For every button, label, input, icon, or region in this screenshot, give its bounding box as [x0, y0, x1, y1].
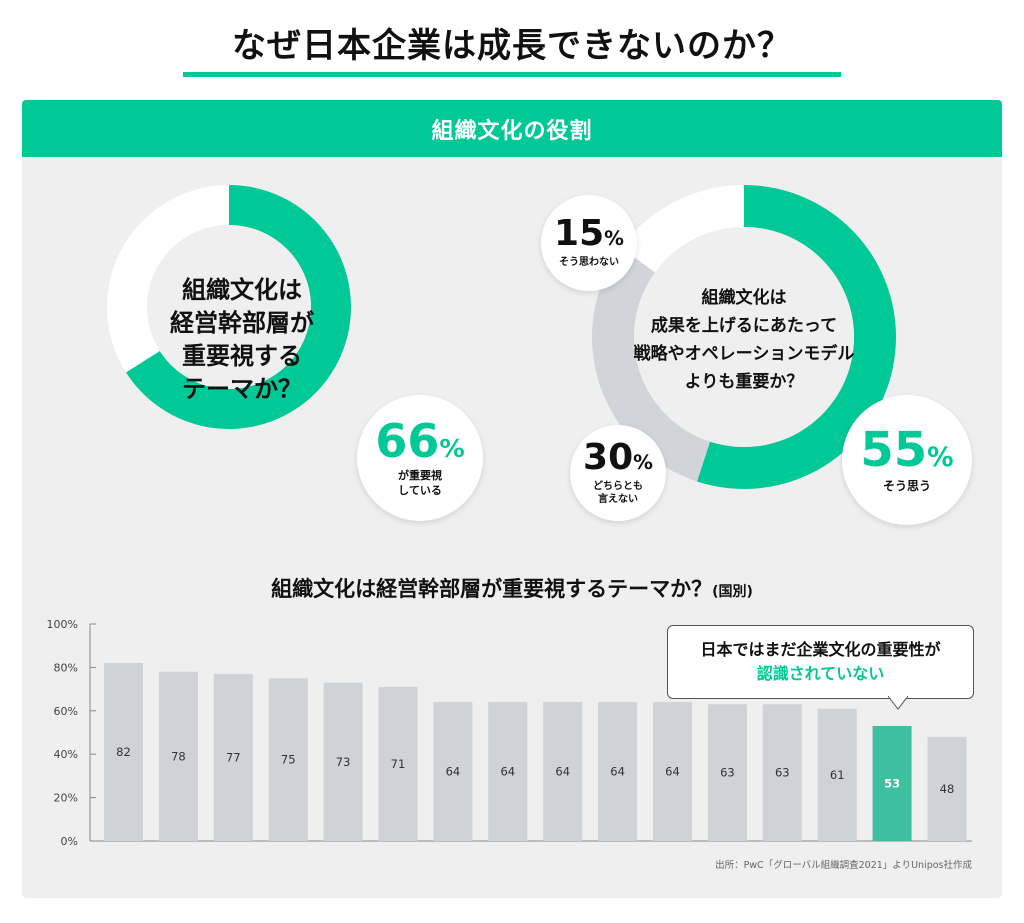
callout-line-1: 日本ではまだ企業文化の重要性が	[700, 640, 941, 659]
bar-value-label: 64	[665, 765, 680, 779]
donut-right-line: 戦略やオペレーションモデル	[633, 344, 855, 364]
donut-left-line: テーマか？	[182, 375, 302, 404]
bar-value-label: 64	[555, 765, 570, 779]
callout-pointer	[888, 696, 908, 710]
donut-right-hole	[634, 227, 854, 447]
donut-right-slice-agree	[697, 185, 896, 489]
bar	[543, 702, 583, 841]
donut-left-line: 重要視する	[182, 342, 302, 370]
donut-left-line: 組織文化は	[182, 275, 302, 304]
culture-panel: 組織文化の役割 組織文化は 経営幹部層が 重要視する テーマか？ 66% が重要…	[22, 100, 1002, 898]
bar	[104, 663, 143, 841]
pct-label: 30%	[583, 437, 653, 478]
bubble-15-percent: 15% そう思わない	[541, 195, 637, 291]
page-title: なぜ日本企業は成長できないのか？	[232, 26, 792, 66]
bar-value-label: 78	[171, 749, 186, 763]
bar	[433, 702, 473, 841]
bar-japan	[872, 725, 912, 841]
callout-line-2: 認識されていない	[756, 664, 885, 683]
donut-right-slice-neutral	[592, 247, 711, 482]
bubble-55-percent: 55% そう思う	[842, 395, 972, 525]
bubble-caption: そう思う	[882, 478, 931, 493]
bar-value-label: 71	[391, 757, 406, 771]
donut-left-slice-yes	[125, 185, 351, 429]
bar-value-label: 53	[884, 776, 900, 790]
donut-chart-right	[592, 185, 896, 489]
bar-value-label: 63	[775, 766, 790, 780]
bar-value-label: 61	[830, 768, 845, 782]
japan-callout: 日本ではまだ企業文化の重要性が 認識されていない	[667, 625, 974, 699]
donut-left-question: 組織文化は 経営幹部層が 重要視する テーマか？	[157, 265, 327, 415]
bar	[762, 704, 802, 841]
donut-right-slice-disagree	[621, 185, 744, 273]
y-tick-label: 100%	[47, 618, 78, 631]
pct-label: 15%	[554, 213, 624, 254]
bubble-caption: そう思わない	[559, 257, 619, 268]
bar	[707, 704, 747, 841]
pct-label: 55%	[860, 421, 954, 478]
bar	[268, 678, 308, 841]
donut-right-line: 組織文化は	[701, 287, 787, 308]
bar	[817, 708, 857, 841]
donut-right-line: 成果を上げるにあたって	[650, 315, 838, 336]
y-tick-label: 40%	[54, 748, 78, 761]
donut-left-line: 経営幹部層が	[170, 308, 314, 337]
bar-value-label: 77	[226, 750, 241, 764]
donut-left-hole	[147, 225, 311, 389]
donut-left-slice-rest	[107, 185, 229, 373]
pct-label: 66%	[375, 413, 465, 468]
bar	[488, 702, 528, 841]
bar-chart-title: 組織文化は経営幹部層が重要視するテーマか？(国別)	[271, 577, 753, 601]
bar-value-label: 82	[116, 745, 131, 759]
donut-right-line: よりも重要か？	[684, 372, 804, 393]
bar-value-label: 73	[336, 755, 351, 769]
bar-value-label: 64	[610, 765, 625, 779]
bar-value-label: 64	[446, 765, 461, 779]
bar	[653, 702, 692, 841]
bar-value-label: 64	[500, 765, 515, 779]
donut-chart-left	[107, 185, 351, 429]
bar	[213, 673, 253, 841]
y-tick-label: 0%	[61, 835, 78, 848]
bar-value-label: 63	[720, 766, 735, 780]
bar	[158, 671, 198, 841]
bar	[323, 682, 363, 841]
bubble-caption: どちらとも 言えない	[593, 481, 643, 505]
bar	[598, 702, 638, 841]
bar	[378, 686, 418, 841]
bubble-caption: が重要視 している	[398, 468, 442, 497]
bar	[927, 736, 967, 841]
bubble-66-percent: 66% が重要視 している	[357, 395, 483, 521]
y-tick-label: 20%	[54, 792, 78, 805]
bar-value-label: 48	[940, 782, 955, 796]
bubble-30-percent: 30% どちらとも 言えない	[570, 425, 666, 521]
donut-right-question: 組織文化は 成果を上げるにあたって 戦略やオペレーションモデル よりも重要か？	[604, 280, 884, 400]
y-tick-label: 80%	[54, 661, 78, 674]
title-underline	[183, 72, 841, 77]
bar-chart: 0% 20% 40% 60% 80% 100% 82 78 77 75 73 71 64 64 64 64 64…	[47, 618, 972, 848]
panel-header: 組織文化の役割	[22, 100, 1002, 157]
bar-value-label: 75	[281, 753, 296, 767]
y-tick-label: 60%	[54, 705, 78, 718]
source-note: 出所：PwC「グローバル組織調査2021」よりUnipos社作成	[715, 860, 972, 871]
